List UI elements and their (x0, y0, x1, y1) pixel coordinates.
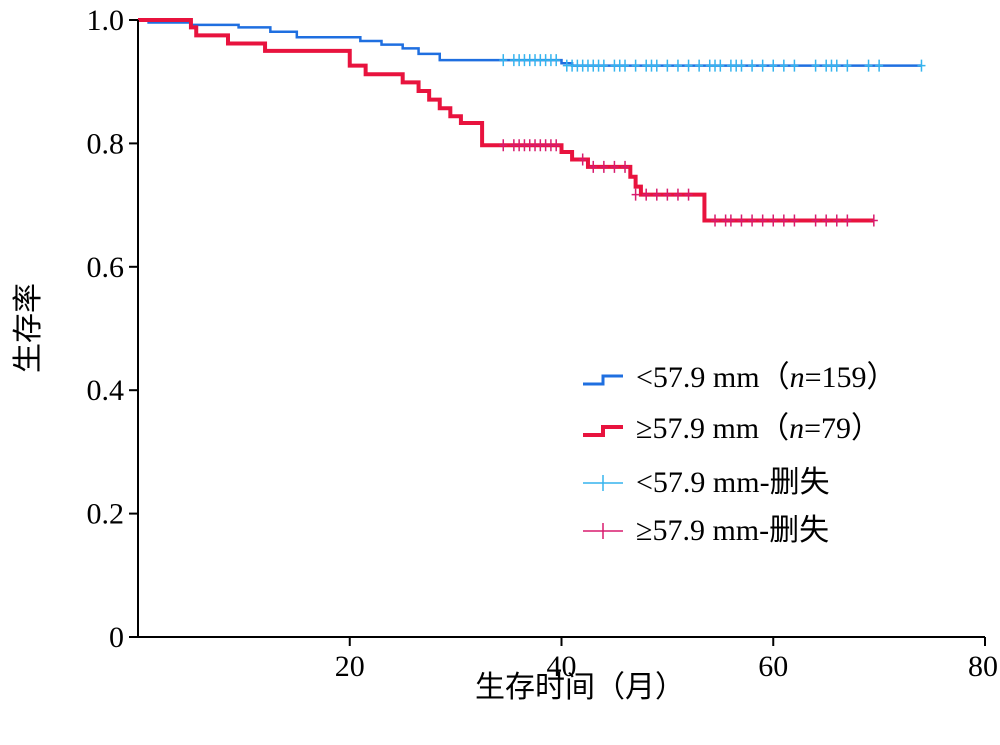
y-tick-label: 0 (109, 621, 124, 654)
y-tick-label: 0.8 (87, 127, 125, 160)
censored-mark (832, 59, 841, 72)
censored-mark (652, 59, 661, 72)
censored-mark (769, 59, 778, 72)
censored-mark (811, 214, 820, 227)
censored-mark (769, 214, 778, 227)
legend-swatch-large-step (583, 425, 623, 437)
legend-label-large-n: n (789, 412, 804, 445)
censored-mark (552, 139, 561, 152)
x-tick-label: 40 (547, 650, 577, 683)
legend-label-large: ≥57.9 mm（n=79） (636, 412, 881, 445)
censored-mark (864, 59, 873, 72)
censored-mark (822, 214, 831, 227)
censored-mark (610, 160, 619, 173)
legend-item-small: <57.9 mm（n=159） (583, 361, 897, 394)
censored-mark (578, 153, 587, 166)
legend: <57.9 mm（n=159） ≥57.9 mm（n=79） <57.9 mm-… (583, 361, 897, 547)
legend-item-small-censored: <57.9 mm-删失 (583, 466, 830, 499)
censored-mark (716, 59, 725, 72)
censored-marks-small (499, 54, 926, 72)
censored-mark (663, 59, 672, 72)
censored-mark (790, 59, 799, 72)
censored-mark (748, 59, 757, 72)
censored-mark (499, 54, 508, 67)
censored-mark (599, 59, 608, 72)
legend-label-small-censored: <57.9 mm-删失 (636, 466, 830, 499)
censored-mark (875, 59, 884, 72)
censored-mark (642, 188, 651, 201)
legend-label-small-suffix: =159） (805, 361, 897, 394)
censored-mark (631, 59, 640, 72)
censored-mark (811, 59, 820, 72)
censored-mark (684, 188, 693, 201)
x-tick-label: 20 (335, 650, 365, 683)
legend-item-large-censored: ≥57.9 mm-删失 (583, 514, 829, 547)
plot-area (138, 18, 926, 227)
censored-mark (758, 59, 767, 72)
x-axis-title: 生存时间（月） (475, 670, 685, 705)
censored-marks-large (499, 139, 878, 227)
y-tick-label: 1.0 (87, 4, 125, 37)
censored-mark (684, 59, 693, 72)
legend-label-small: <57.9 mm（n=159） (636, 361, 897, 394)
censored-mark (695, 59, 704, 72)
censored-mark (631, 188, 640, 201)
censored-mark (673, 59, 682, 72)
censored-mark (673, 188, 682, 201)
censored-mark (726, 214, 735, 227)
censored-mark (499, 139, 508, 152)
censored-mark (779, 59, 788, 72)
y-axis-title: 生存率 (11, 283, 46, 373)
censored-mark (779, 214, 788, 227)
legend-label-large-suffix: =79） (804, 412, 881, 445)
y-tick-label: 0.2 (87, 498, 125, 531)
y-tick-label: 0.4 (87, 374, 125, 407)
y-tick-label: 0.6 (87, 251, 125, 284)
x-tick-label: 60 (758, 650, 788, 683)
censored-mark (758, 214, 767, 227)
censored-mark (652, 188, 661, 201)
legend-swatch-small-step (583, 374, 623, 386)
censored-mark (917, 59, 926, 72)
survival-curve-large (138, 18, 874, 223)
legend-label-large-censored: ≥57.9 mm-删失 (636, 514, 829, 547)
legend-label-small-n: n (790, 361, 805, 394)
censored-mark (790, 214, 799, 227)
censored-mark (711, 214, 720, 227)
censored-mark (737, 59, 746, 72)
censored-mark (599, 160, 608, 173)
axes (137, 20, 985, 638)
censored-mark (737, 214, 746, 227)
censored-mark (589, 160, 598, 173)
censored-mark (748, 214, 757, 227)
censored-mark (552, 54, 561, 67)
censored-mark (832, 214, 841, 227)
ticks: 0 0.2 0.4 0.6 0.8 1.0 20 40 60 80 (87, 4, 999, 683)
censored-mark (869, 214, 878, 227)
legend-label-small-prefix: <57.9 mm（ (636, 361, 790, 394)
censored-mark (621, 59, 630, 72)
x-tick-label: 80 (968, 650, 998, 683)
legend-item-large: ≥57.9 mm（n=79） (583, 412, 881, 445)
censored-mark (843, 59, 852, 72)
censored-mark (621, 160, 630, 173)
censored-mark (843, 214, 852, 227)
legend-label-large-prefix: ≥57.9 mm（ (636, 412, 789, 445)
censored-mark (663, 188, 672, 201)
